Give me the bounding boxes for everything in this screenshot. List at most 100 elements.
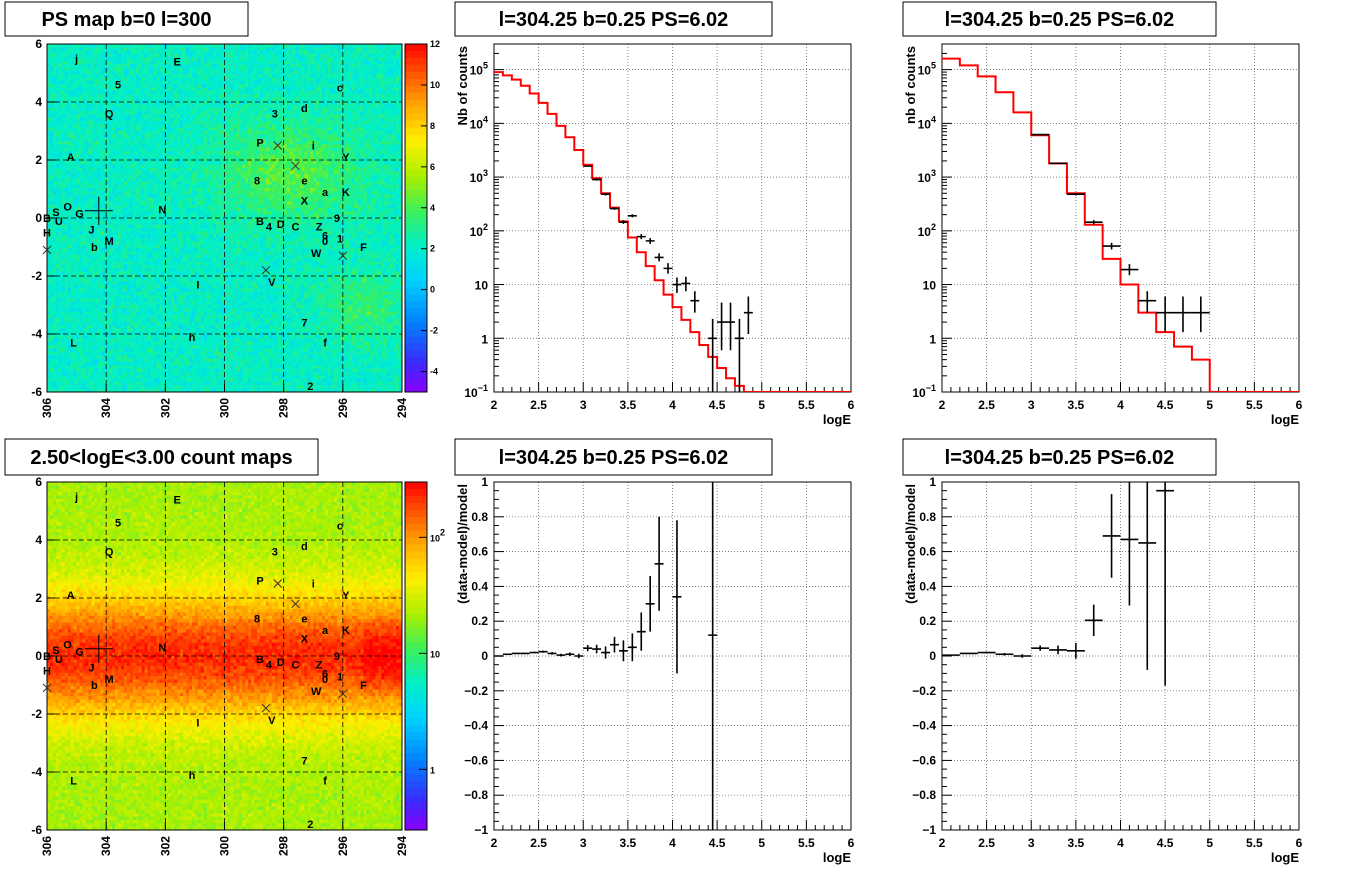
- ps-map-panel-cell: [186, 141, 190, 145]
- ps-map-panel-cell: [342, 70, 347, 75]
- ps-map-panel-cell: [257, 137, 261, 142]
- ps-map-panel-cell: [109, 100, 113, 105]
- ps-map-panel-cell: [132, 181, 137, 185]
- ps-map-panel-cell: [180, 141, 184, 145]
- ps-map-panel-cell: [393, 114, 397, 118]
- ps-map-panel-cell: [242, 70, 246, 75]
- ps-map-panel-cell: [354, 50, 358, 55]
- ps-map-panel-cell: [221, 77, 225, 82]
- ps-map-panel-cell: [331, 84, 335, 88]
- ps-map-panel-cell: [301, 97, 305, 102]
- ps-map-panel-cell: [162, 50, 166, 55]
- ps-map-panel-cell: [55, 171, 60, 175]
- ps-map-panel-cell: [357, 110, 361, 115]
- ps-map-panel-cell: [47, 117, 51, 122]
- ps-map-panel-cell: [372, 154, 376, 159]
- ps-map-panel-cell: [218, 127, 222, 132]
- ps-map-panel-cell: [103, 64, 107, 68]
- ps-map-panel-cell: [354, 47, 358, 52]
- ps-map-panel-cell: [109, 54, 113, 58]
- ps-map-panel-cell: [351, 167, 356, 172]
- ps-map-panel-cell: [76, 74, 80, 78]
- ps-map-panel-cell: [251, 171, 255, 175]
- ps-map-panel-cell: [319, 67, 323, 72]
- ps-map-panel-cell: [180, 64, 184, 68]
- ps-map-panel-cell: [289, 134, 293, 139]
- ps-map-panel-cell: [120, 161, 125, 165]
- ps-map-panel-cell: [286, 134, 290, 139]
- ps-map-panel-cell: [221, 154, 225, 159]
- ps-map-panel-cell: [372, 74, 376, 78]
- ps-map-panel-cell: [55, 94, 60, 98]
- ps-map-panel-cell: [194, 124, 199, 129]
- ps-map-panel-cell: [52, 147, 57, 152]
- ps-map-panel-cell: [159, 151, 163, 155]
- ps-map-panel-cell: [233, 70, 237, 75]
- ps-map-panel-cell: [76, 177, 80, 182]
- ps-map-panel-cell: [82, 74, 86, 78]
- ps-map-panel-cell: [283, 84, 287, 88]
- ps-map-panel-cell: [230, 54, 234, 58]
- ps-map-panel-cell: [126, 47, 131, 52]
- ps-map-panel-cell: [174, 134, 178, 139]
- ps-map-panel-cell: [52, 124, 57, 129]
- ps-map-panel-cell: [230, 127, 234, 132]
- ps-map-panel-cell: [85, 64, 89, 68]
- ps-map-panel-cell: [384, 90, 388, 95]
- ps-map-panel-cell: [239, 107, 243, 112]
- ps-map-panel-cell: [399, 164, 403, 169]
- ps-map-panel-cell: [360, 137, 364, 142]
- ps-map-panel-cell: [197, 181, 202, 185]
- ps-map-panel-cell: [215, 54, 219, 58]
- ps-map-panel-cell: [49, 134, 54, 139]
- ps-map-panel-cell: [183, 74, 187, 78]
- ps-map-panel-cell: [141, 171, 145, 175]
- ps-map-panel-cell: [91, 144, 95, 149]
- ps-map-panel-cell: [109, 80, 113, 85]
- ps-map-panel-cell: [118, 74, 122, 78]
- ps-map-panel-cell: [64, 87, 69, 92]
- ps-map-panel-cell: [115, 141, 119, 145]
- ps-map-panel-cell: [251, 44, 255, 48]
- ps-map-panel-cell: [396, 127, 400, 132]
- ps-map-panel-cell: [135, 177, 140, 182]
- ps-map-panel-cell: [260, 171, 264, 175]
- ps-map-panel-cell: [141, 90, 145, 95]
- ps-map-panel-cell: [260, 134, 264, 139]
- ps-map-panel-cell: [118, 120, 122, 125]
- ps-map-panel-cell: [271, 147, 276, 152]
- ps-map-panel-cell: [342, 167, 347, 172]
- ps-map-panel-cell: [120, 77, 125, 82]
- ps-map-panel-cell: [171, 147, 175, 152]
- ps-map-panel-cell: [280, 117, 285, 122]
- ps-map-panel-cell: [295, 174, 299, 179]
- ps-map-panel-cell: [351, 151, 356, 155]
- ps-map-panel-cell: [381, 164, 385, 169]
- ps-map-panel-cell: [177, 50, 181, 55]
- ps-map-panel-cell: [118, 141, 122, 145]
- ps-map-panel-cell: [191, 134, 196, 139]
- ps-map-panel-cell: [257, 70, 261, 75]
- ps-map-panel-cell: [159, 47, 163, 52]
- ps-map-panel-cell: [165, 117, 169, 122]
- ps-map-panel-cell: [283, 131, 287, 135]
- ps-map-panel-cell: [233, 80, 237, 85]
- ps-map-panel-cell: [292, 137, 296, 142]
- ps-map-panel-cell: [399, 167, 403, 172]
- ps-map-panel-cell: [129, 84, 134, 88]
- ps-map-panel-cell: [85, 87, 89, 92]
- ps-map-panel-cell: [331, 70, 335, 75]
- ps-map-panel-cell: [277, 177, 282, 182]
- ps-map-panel-cell: [357, 167, 361, 172]
- ps-map-panel-cell: [268, 64, 273, 68]
- ps-map-panel-cell: [100, 174, 104, 179]
- ps-map-panel-cell: [150, 161, 154, 165]
- ps-map-panel-cell: [118, 80, 122, 85]
- ps-map-panel-cell: [97, 97, 101, 102]
- ps-map-panel-cell: [242, 44, 246, 48]
- ps-map-panel-cell: [103, 50, 107, 55]
- ps-map-panel-cell: [260, 47, 264, 52]
- ps-map-panel-cell: [316, 137, 320, 142]
- ps-map-panel-cell: [52, 57, 57, 62]
